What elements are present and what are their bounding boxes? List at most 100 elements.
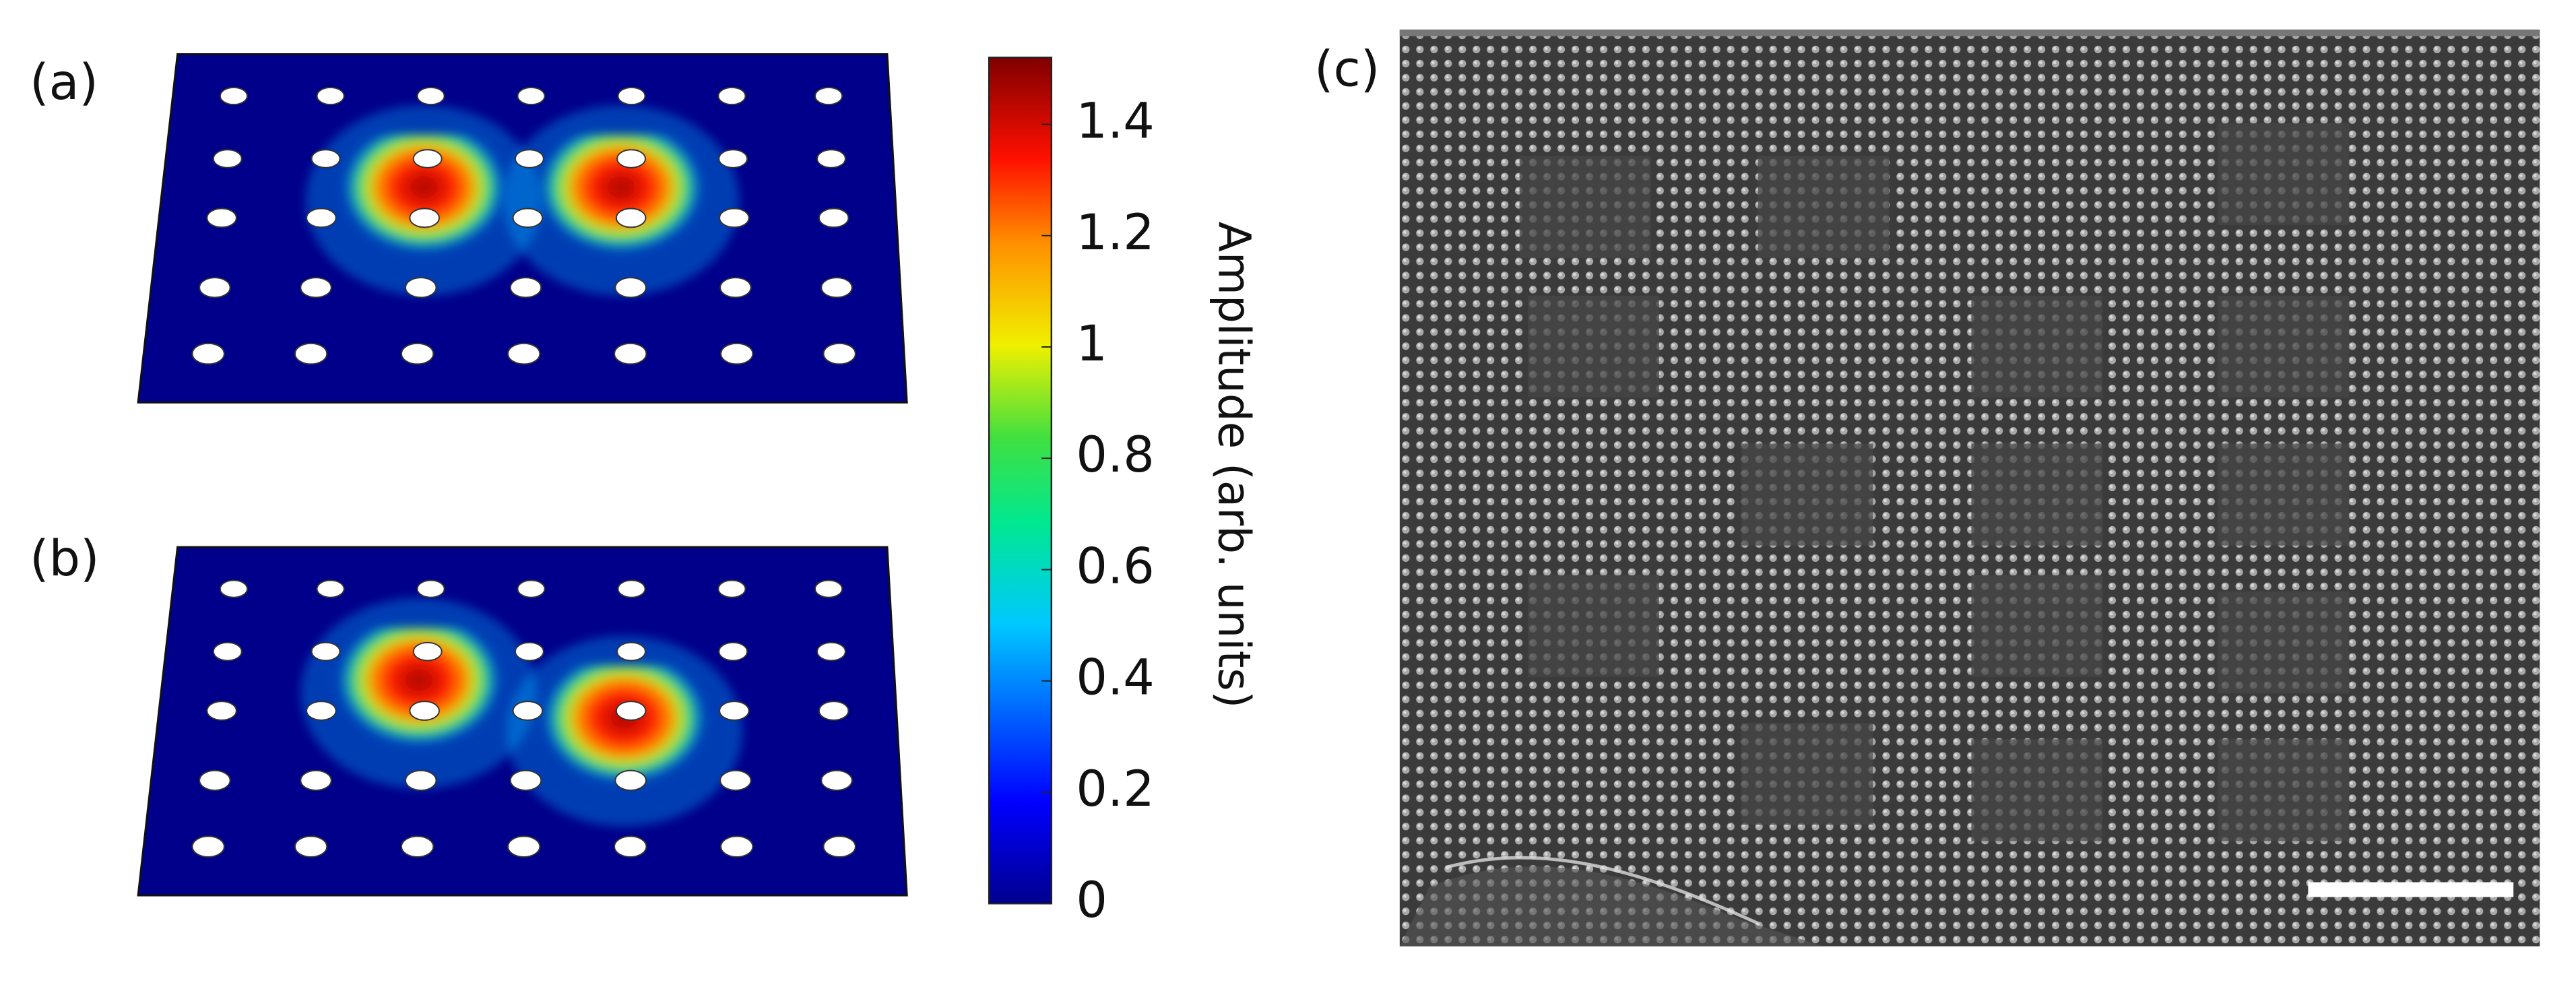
hole	[814, 86, 843, 106]
hole	[720, 835, 754, 858]
hole	[294, 835, 328, 858]
hole	[720, 342, 754, 365]
sem-block	[1528, 295, 1660, 398]
hole	[509, 277, 542, 298]
hole	[512, 208, 544, 228]
hole	[517, 579, 546, 598]
hole	[416, 86, 445, 106]
hole	[400, 342, 434, 365]
sem-block	[1519, 156, 1651, 258]
hole	[206, 701, 237, 721]
hole	[405, 277, 437, 298]
hole	[719, 208, 750, 228]
hole	[517, 86, 546, 106]
hole	[614, 277, 647, 298]
hole	[294, 342, 328, 365]
sem-block	[1971, 739, 2103, 841]
sem-block	[2218, 443, 2350, 546]
sem-block	[1741, 443, 1873, 546]
hole	[400, 835, 434, 858]
hole	[719, 769, 752, 792]
hole	[206, 208, 237, 228]
field-spot	[539, 134, 703, 267]
field-spot	[337, 627, 501, 759]
hole	[823, 835, 856, 858]
hole	[615, 208, 647, 228]
hole	[816, 641, 846, 662]
hole	[409, 701, 440, 721]
hole	[514, 149, 544, 168]
panel-label: (b)	[30, 530, 100, 587]
sem-block	[1758, 156, 1890, 258]
tick-label: 1.4	[1076, 93, 1154, 150]
hole	[316, 579, 345, 598]
hole	[219, 579, 249, 598]
hole	[818, 208, 849, 228]
sem-block	[1741, 722, 1873, 825]
hole	[507, 342, 541, 365]
colorbar	[988, 57, 1053, 905]
hole	[199, 277, 231, 298]
sem-block	[2218, 591, 2350, 694]
tick-label: 1	[1076, 315, 1107, 373]
hole	[617, 86, 646, 106]
hole	[820, 277, 853, 298]
hole	[823, 342, 856, 365]
hole	[212, 149, 243, 168]
hole	[409, 208, 440, 228]
hole	[614, 342, 647, 365]
colorbar-ticks: 0 0.2 0.4 0.6 0.8 1 1.2 1.4	[1041, 93, 1155, 929]
hole	[316, 86, 345, 106]
field-spot	[542, 665, 707, 797]
hole	[514, 641, 544, 662]
sem-block	[2218, 123, 2350, 226]
hole	[818, 701, 849, 721]
hole	[199, 769, 231, 792]
hole	[311, 641, 341, 662]
hole	[311, 149, 341, 168]
plate	[137, 53, 908, 404]
hole	[814, 579, 843, 598]
field-spot	[342, 134, 507, 267]
hole	[306, 208, 337, 228]
tick-label: 0.8	[1076, 426, 1154, 484]
hole	[616, 641, 646, 662]
hole	[507, 835, 541, 858]
hole	[820, 769, 853, 792]
hole	[191, 342, 225, 365]
tick-label: 1.2	[1076, 204, 1154, 261]
hole	[718, 149, 748, 168]
hole	[615, 701, 647, 721]
hole	[416, 579, 445, 598]
colorbar-label: Amplitude (arb. units)	[1209, 222, 1260, 709]
hole	[512, 701, 544, 721]
hole	[509, 769, 542, 792]
hole	[816, 149, 846, 168]
sem-block	[2218, 295, 2350, 398]
hole	[718, 641, 748, 662]
hole	[614, 769, 647, 792]
panel-label: (c)	[1314, 40, 1380, 98]
hole	[405, 769, 437, 792]
hole	[300, 769, 332, 792]
panel-label: (a)	[30, 54, 98, 111]
sem-block	[1971, 575, 2103, 677]
tick-label: 0.2	[1076, 761, 1154, 818]
sem-block	[1971, 295, 2103, 398]
hole	[614, 835, 647, 858]
hole	[719, 701, 750, 721]
hole	[719, 277, 752, 298]
hole	[616, 149, 646, 168]
hole	[412, 149, 443, 168]
hole	[191, 835, 225, 858]
scale-bar	[2308, 882, 2514, 897]
sem-block	[1971, 443, 2103, 546]
hole	[617, 579, 646, 598]
tick-label: 0	[1076, 872, 1107, 929]
hole	[212, 641, 243, 662]
plate	[137, 546, 908, 897]
sem-block	[1528, 575, 1660, 677]
tick-label: 0.4	[1076, 649, 1154, 707]
